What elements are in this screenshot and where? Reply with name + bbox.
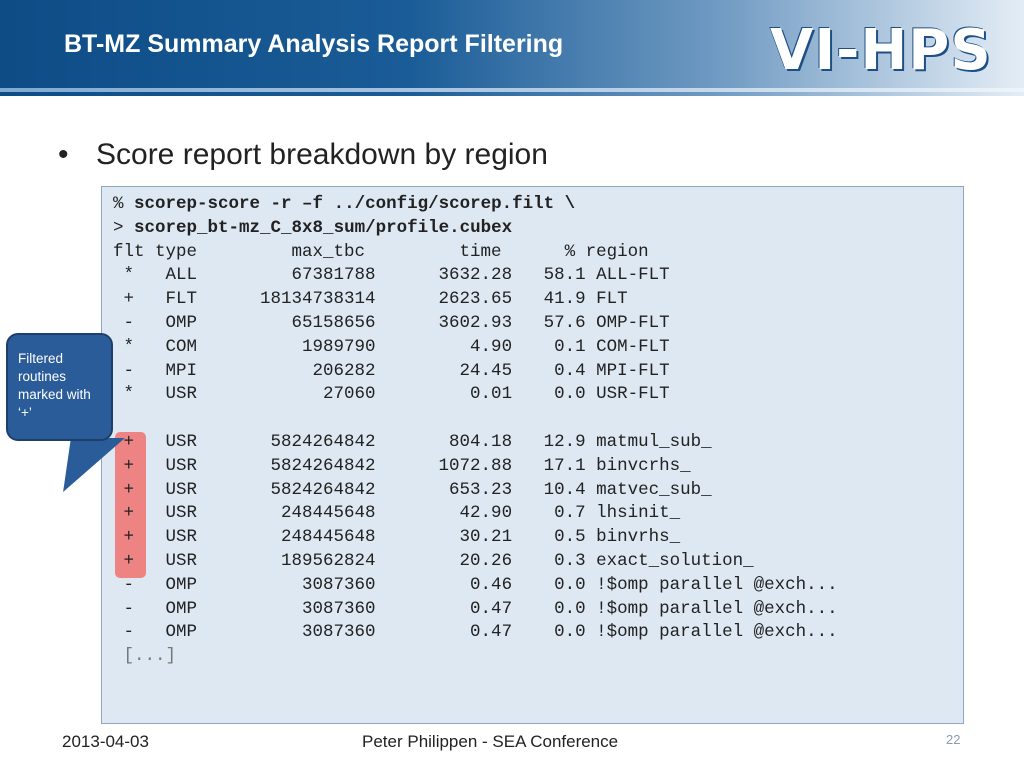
header-divider bbox=[0, 88, 1024, 92]
table-row: + FLT 18134738314 2623.65 41.9 FLT bbox=[113, 289, 628, 310]
table-row: * USR 27060 0.01 0.0 USR-FLT bbox=[113, 384, 670, 405]
table-row: + USR 5824264842 1072.88 17.1 binvcrhs_ bbox=[113, 455, 691, 476]
command-text: scorep_bt-mz_C_8x8_sum/profile.cubex bbox=[134, 217, 513, 238]
callout-box bbox=[6, 333, 113, 441]
table-row: + USR 248445648 42.90 0.7 lhsinit_ bbox=[113, 503, 681, 524]
table-row: - MPI 206282 24.45 0.4 MPI-FLT bbox=[113, 360, 670, 381]
continuation-symbol: > bbox=[113, 217, 124, 238]
prompt-symbol: % bbox=[113, 194, 124, 214]
truncation-ellipsis: [...] bbox=[113, 646, 177, 667]
callout-text: Filtered routines marked with ‘+’ bbox=[18, 351, 91, 420]
page-number: 22 bbox=[946, 732, 961, 747]
table-row: + USR 189562824 20.26 0.3 exact_solution… bbox=[113, 550, 754, 571]
command-line-2: > scorep_bt-mz_C_8x8_sum/profile.cubex bbox=[113, 217, 838, 241]
filter-highlight bbox=[115, 432, 146, 578]
footer-date: 2013-04-03 bbox=[62, 732, 149, 751]
slide-title: BT-MZ Summary Analysis Report Filtering bbox=[64, 30, 564, 58]
code-listing: % scorep-score -r –f ../config/scorep.fi… bbox=[113, 193, 838, 669]
command-text: scorep-score -r –f ../config/scorep.filt… bbox=[134, 194, 576, 214]
command-line-1: % scorep-score -r –f ../config/scorep.fi… bbox=[113, 193, 838, 217]
bullet-text: Score report breakdown by region bbox=[96, 138, 548, 171]
table-row: + USR 248445648 30.21 0.5 binvrhs_ bbox=[113, 527, 681, 548]
blank-line bbox=[113, 407, 838, 431]
bullet-dot-icon: • bbox=[58, 138, 69, 171]
table-header: flt type max_tbc time % region bbox=[113, 241, 649, 262]
table-row: * COM 1989790 4.90 0.1 COM-FLT bbox=[113, 336, 670, 357]
table-row: - OMP 65158656 3602.93 57.6 OMP-FLT bbox=[113, 312, 670, 333]
table-row: * ALL 67381788 3632.28 58.1 ALL-FLT bbox=[113, 265, 670, 286]
table-row: - OMP 3087360 0.47 0.0 !$omp parallel @e… bbox=[113, 598, 838, 619]
table-row: + USR 5824264842 653.23 10.4 matvec_sub_ bbox=[113, 479, 712, 500]
terminal-output-box bbox=[101, 186, 964, 724]
vi-hps-logo: VI-HPS bbox=[770, 18, 992, 83]
table-row: - OMP 3087360 0.46 0.0 !$omp parallel @e… bbox=[113, 574, 838, 595]
header-band bbox=[0, 0, 1024, 96]
footer-presenter: Peter Philippen - SEA Conference bbox=[362, 732, 619, 751]
bullet-item: • Score report breakdown by region bbox=[58, 138, 548, 172]
table-row: + USR 5824264842 804.18 12.9 matmul_sub_ bbox=[113, 431, 712, 452]
table-row: - OMP 3087360 0.47 0.0 !$omp parallel @e… bbox=[113, 622, 838, 643]
